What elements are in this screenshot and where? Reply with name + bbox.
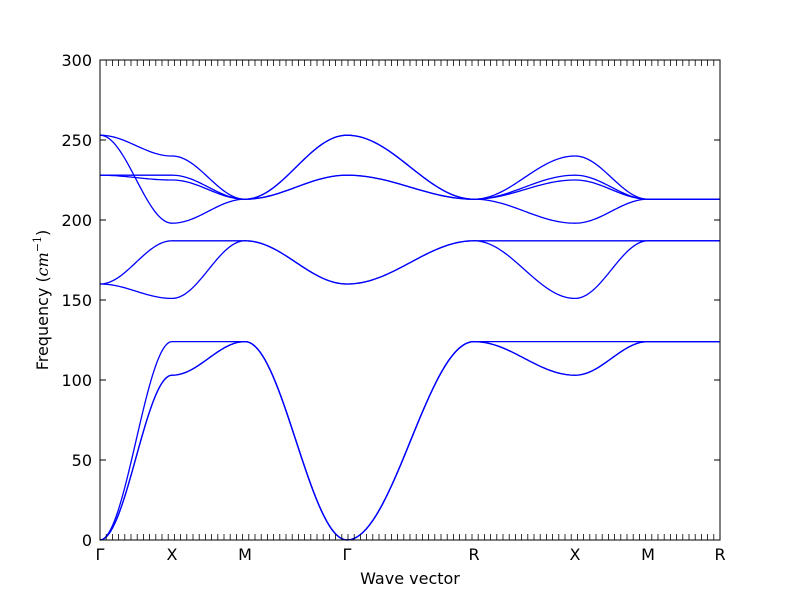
band-line-seg4-band6 <box>473 179 576 200</box>
band-line-seg3-band2 <box>346 340 475 541</box>
y-axis-title-close: ) <box>33 230 52 236</box>
axis-ticks <box>99 59 721 541</box>
x-axis-title: Wave vector <box>360 569 460 588</box>
band-line-seg2-band8 <box>244 134 348 200</box>
y-tick-label: 50 <box>72 451 92 470</box>
y-axis-title-main: Frequency ( <box>33 276 52 370</box>
band-line-seg4-band3 <box>473 240 576 300</box>
band-line-seg0-band2 <box>99 340 173 541</box>
x-tick-label: Γ <box>96 545 105 564</box>
plot-frame <box>99 59 721 541</box>
band-line-seg2-band6 <box>244 174 348 200</box>
y-axis-title-unit: cm <box>33 252 52 276</box>
y-tick-label: 300 <box>61 51 92 70</box>
band-line-seg1-band6 <box>171 179 246 200</box>
x-tick-label: R <box>714 545 725 564</box>
band-line-seg0-band6 <box>99 174 173 181</box>
band-line-seg5-band7 <box>574 198 649 224</box>
band-line-seg2-band4 <box>244 240 348 285</box>
band-line-seg1-band7 <box>171 198 246 224</box>
band-curves <box>99 134 720 541</box>
band-line-seg0-band7 <box>99 134 173 224</box>
band-line-seg3-band6 <box>346 174 475 200</box>
x-tick-label: Γ <box>343 545 352 564</box>
x-tick-label: R <box>468 545 479 564</box>
band-line-seg0-band4 <box>99 240 173 285</box>
band-line-seg1-band8 <box>171 155 246 200</box>
band-line-seg4-band8 <box>473 155 576 200</box>
y-tick-label: 150 <box>61 291 92 310</box>
band-line-seg3-band4 <box>346 240 475 285</box>
x-tick-label: M <box>641 545 655 564</box>
band-line-seg0-band1 <box>99 374 173 541</box>
y-tick-label: 100 <box>61 371 92 390</box>
band-line-seg5-band1 <box>574 340 649 376</box>
y-tick-label: 200 <box>61 211 92 230</box>
band-line-seg3-band8 <box>346 134 475 200</box>
band-line-seg4-band1 <box>473 340 576 376</box>
y-tick-label: 0 <box>82 531 92 550</box>
y-tick-label: 250 <box>61 131 92 150</box>
band-line-seg5-band3 <box>574 240 649 300</box>
y-axis-title: Frequency (cm−1) <box>31 230 52 371</box>
band-line-seg2-band2 <box>244 340 348 541</box>
x-tick-label: X <box>167 545 178 564</box>
band-line-seg5-band6 <box>574 179 649 200</box>
band-line-seg5-band8 <box>574 155 649 200</box>
band-line-seg4-band7 <box>473 198 576 224</box>
band-line-seg0-band3 <box>99 283 173 300</box>
y-axis-title-exponent: −1 <box>31 236 44 252</box>
x-tick-label: X <box>570 545 581 564</box>
band-line-seg1-band1 <box>171 340 246 376</box>
band-line-seg1-band3 <box>171 240 246 300</box>
axis-labels: 0 50 100 150 200 250 300 Γ X M Γ R X M R <box>61 51 725 564</box>
x-tick-label: M <box>238 545 252 564</box>
band-line-seg0-band8 <box>99 134 173 157</box>
